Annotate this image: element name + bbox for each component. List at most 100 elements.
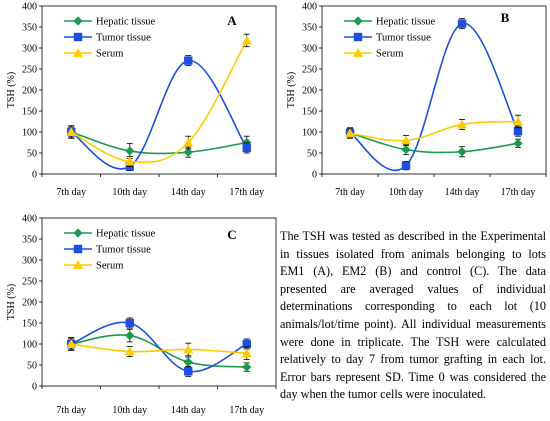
legend: Hepatic tissue Tumor tissue Serum xyxy=(344,16,436,60)
series-line xyxy=(349,132,519,154)
y-axis-label: TSH (%) xyxy=(6,72,17,108)
y-tick-label: 0 xyxy=(32,170,37,181)
data-point xyxy=(183,357,193,367)
y-tick-label: 0 xyxy=(32,382,37,393)
legend-marker xyxy=(73,48,83,57)
series-serum xyxy=(66,33,252,167)
data-point xyxy=(183,147,193,157)
x-tick-label: 14th day xyxy=(171,405,206,416)
legend-label: Tumor tissue xyxy=(96,245,151,256)
y-tick-label: 100 xyxy=(302,128,317,139)
y-tick-label: 100 xyxy=(22,128,37,139)
legend-marker xyxy=(73,244,83,254)
x-tick-label: 17th day xyxy=(501,187,536,198)
data-point xyxy=(125,146,135,156)
data-point xyxy=(66,127,77,136)
y-tick-label: 200 xyxy=(22,298,37,309)
series-serum xyxy=(66,337,252,360)
chart-panel-c: 0 50 100 150 200 250 300 350 400 7th day 10th day 1… xyxy=(6,214,277,416)
y-tick-label: 150 xyxy=(302,107,317,118)
y-tick-label: 250 xyxy=(22,65,37,76)
y-tick-label: 250 xyxy=(22,277,37,288)
data-point xyxy=(184,56,193,65)
legend-label: Serum xyxy=(96,261,123,272)
series-line xyxy=(71,131,247,155)
data-point xyxy=(401,145,411,155)
data-point xyxy=(242,362,252,372)
x-tick-label: 17th day xyxy=(229,187,264,198)
data-point xyxy=(125,331,135,341)
x-tick-label: 17th day xyxy=(229,405,264,416)
y-tick-label: 50 xyxy=(27,149,37,160)
y-tick-label: 50 xyxy=(307,149,317,160)
legend-label: Serum xyxy=(96,49,123,60)
data-point xyxy=(513,116,523,126)
y-tick-label: 400 xyxy=(22,214,37,225)
series-line xyxy=(70,321,248,373)
y-tick-label: 400 xyxy=(302,2,317,13)
legend: Hepatic tissue Tumor tissue Serum xyxy=(64,228,156,272)
y-tick-label: 0 xyxy=(312,170,317,181)
data-point xyxy=(457,119,467,129)
chart-panel-a: 0 50 100 150 200 250 300 350 400 7th day 10th day 1… xyxy=(6,2,277,198)
data-point xyxy=(241,348,252,358)
x-tick-label: 7th day xyxy=(335,187,365,198)
series-line xyxy=(71,343,247,355)
x-tick-label: 10th day xyxy=(112,405,147,416)
data-point xyxy=(457,147,467,157)
legend-marker xyxy=(73,32,83,42)
y-axis-label: TSH (%) xyxy=(286,72,297,108)
y-tick-label: 300 xyxy=(22,44,37,55)
y-tick-label: 350 xyxy=(302,23,317,34)
x-tick-label: 7th day xyxy=(56,405,86,416)
y-tick-label: 50 xyxy=(27,361,37,372)
data-point xyxy=(124,156,135,166)
data-point xyxy=(513,138,523,148)
data-point xyxy=(125,318,134,328)
series-line xyxy=(349,120,519,142)
y-tick-label: 200 xyxy=(302,86,317,97)
y-tick-label: 300 xyxy=(302,44,317,55)
data-point xyxy=(401,135,411,145)
series-line xyxy=(70,59,248,170)
x-tick-label: 10th day xyxy=(112,187,147,198)
x-tick-label: 10th day xyxy=(389,187,424,198)
data-point xyxy=(457,19,467,28)
y-tick-label: 200 xyxy=(22,86,37,97)
panel-letter: A xyxy=(227,13,237,28)
plot-area xyxy=(41,5,277,175)
legend-marker xyxy=(353,48,363,57)
legend-label: Hepatic tissue xyxy=(376,17,436,28)
series-hepatic-tissue xyxy=(345,127,523,158)
series-line xyxy=(349,22,519,172)
legend-marker xyxy=(73,228,83,238)
data-point xyxy=(183,344,194,354)
y-axis-label: TSH (%) xyxy=(6,284,17,320)
series-serum xyxy=(345,114,523,146)
data-point xyxy=(66,339,77,348)
legend-marker xyxy=(353,32,363,42)
legend: Hepatic tissue Tumor tissue Serum xyxy=(64,16,156,60)
chart-panel-b: 0 50 100 150 200 250 300 350 400 7th day 10th day 1… xyxy=(286,2,547,198)
legend-marker xyxy=(73,16,83,26)
data-point xyxy=(401,161,411,170)
data-point xyxy=(241,35,252,45)
y-tick-label: 150 xyxy=(22,319,37,330)
series-line xyxy=(70,40,248,164)
y-tick-label: 250 xyxy=(302,65,317,76)
data-point xyxy=(242,339,251,349)
x-tick-label: 14th day xyxy=(445,187,480,198)
x-tick-label: 7th day xyxy=(56,187,86,198)
y-tick-label: 350 xyxy=(22,23,37,34)
y-tick-label: 400 xyxy=(22,2,37,13)
panel-letter: B xyxy=(501,10,510,25)
plot-area xyxy=(41,217,277,387)
data-point xyxy=(183,137,194,147)
legend-label: Hepatic tissue xyxy=(96,229,156,240)
legend-label: Serum xyxy=(376,49,403,60)
legend-label: Tumor tissue xyxy=(96,33,151,44)
data-point xyxy=(124,346,135,356)
panel-letter: C xyxy=(227,227,236,242)
figure-caption: The TSH was tested as described in the E… xyxy=(280,229,546,402)
